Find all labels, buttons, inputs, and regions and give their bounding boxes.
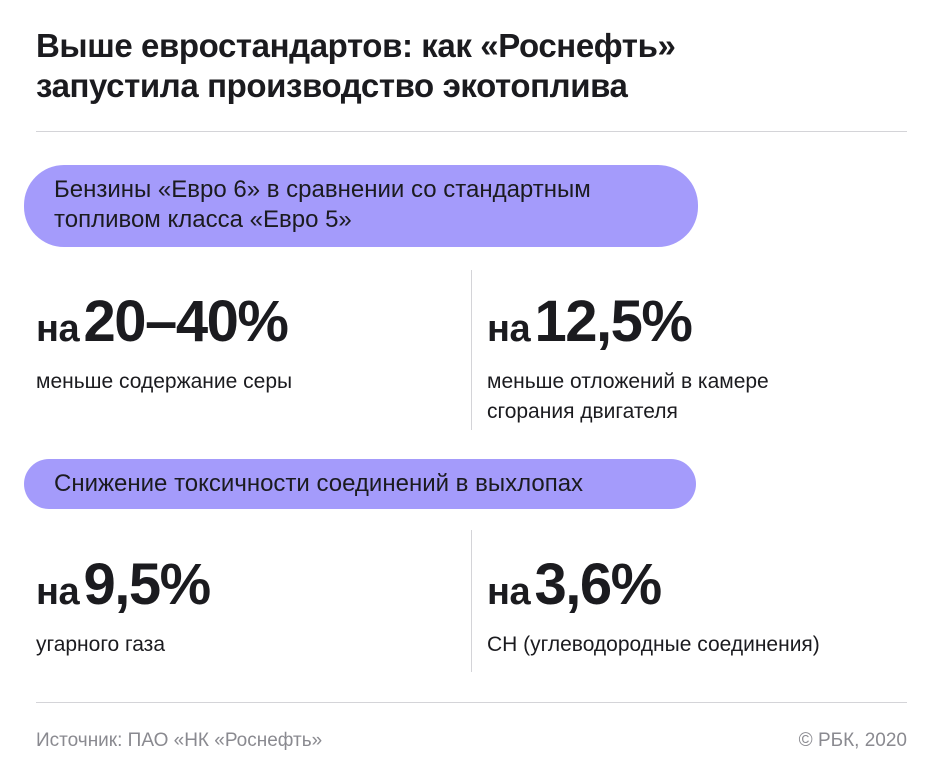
copyright-note: © РБК, 2020 bbox=[798, 730, 907, 751]
stat-description-line-2: сгорания двигателя bbox=[487, 400, 678, 423]
top-divider bbox=[36, 131, 907, 132]
stat-number: 3,6% bbox=[534, 552, 663, 617]
source-note: Источник: ПАО «НК «Роснефть» bbox=[36, 730, 323, 751]
stat-description: меньше содержание серы bbox=[36, 367, 292, 397]
stat-carbon-monoxide: на 9,5% угарного газа bbox=[36, 556, 211, 660]
bottom-divider bbox=[36, 702, 907, 703]
section-label-line-1: Бензины «Евро 6» в сравнении со стандарт… bbox=[54, 176, 591, 203]
stat-value: на 12,5% bbox=[487, 293, 769, 351]
stat-description-line: угарного газа bbox=[36, 633, 165, 656]
stat-prefix: на bbox=[36, 308, 80, 350]
stat-description-line-1: меньше отложений в камере bbox=[487, 370, 769, 393]
stat-value: на 9,5% bbox=[36, 556, 211, 614]
section-label-euro6: Бензины «Евро 6» в сравнении со стандарт… bbox=[24, 165, 698, 247]
page-title: Выше евростандартов: как «Роснефть» запу… bbox=[36, 26, 916, 106]
stat-sulfur: на 20–40% меньше содержание серы bbox=[36, 293, 292, 397]
title-line-1: Выше евростандартов: как «Роснефть» bbox=[36, 27, 676, 64]
section-label-toxicity: Снижение токсичности соединений в выхлоп… bbox=[24, 459, 696, 509]
column-divider-2 bbox=[471, 530, 472, 672]
stat-description: меньше отложений в камере сгорания двига… bbox=[487, 367, 769, 427]
stat-number: 9,5% bbox=[83, 552, 212, 617]
stat-value: на 3,6% bbox=[487, 556, 820, 614]
stat-hydrocarbons: на 3,6% CH (углеводородные соединения) bbox=[487, 556, 820, 660]
column-divider-1 bbox=[471, 270, 472, 430]
stat-number: 20–40% bbox=[83, 289, 289, 354]
stat-description: CH (углеводородные соединения) bbox=[487, 630, 820, 660]
stat-prefix: на bbox=[487, 308, 531, 350]
stat-prefix: на bbox=[487, 571, 531, 613]
stat-number: 12,5% bbox=[534, 289, 693, 354]
section-label: Снижение токсичности соединений в выхлоп… bbox=[54, 470, 584, 497]
title-line-2: запустила производство экотоплива bbox=[36, 67, 628, 104]
stat-description: угарного газа bbox=[36, 630, 210, 660]
stat-value: на 20–40% bbox=[36, 293, 292, 351]
stat-description-line: меньше содержание серы bbox=[36, 370, 293, 393]
section-label-line-2: топливом класса «Евро 5» bbox=[54, 206, 352, 233]
stat-deposits: на 12,5% меньше отложений в камере сгора… bbox=[487, 293, 769, 427]
stat-prefix: на bbox=[36, 571, 80, 613]
stat-description-line: CH (углеводородные соединения) bbox=[487, 633, 820, 656]
